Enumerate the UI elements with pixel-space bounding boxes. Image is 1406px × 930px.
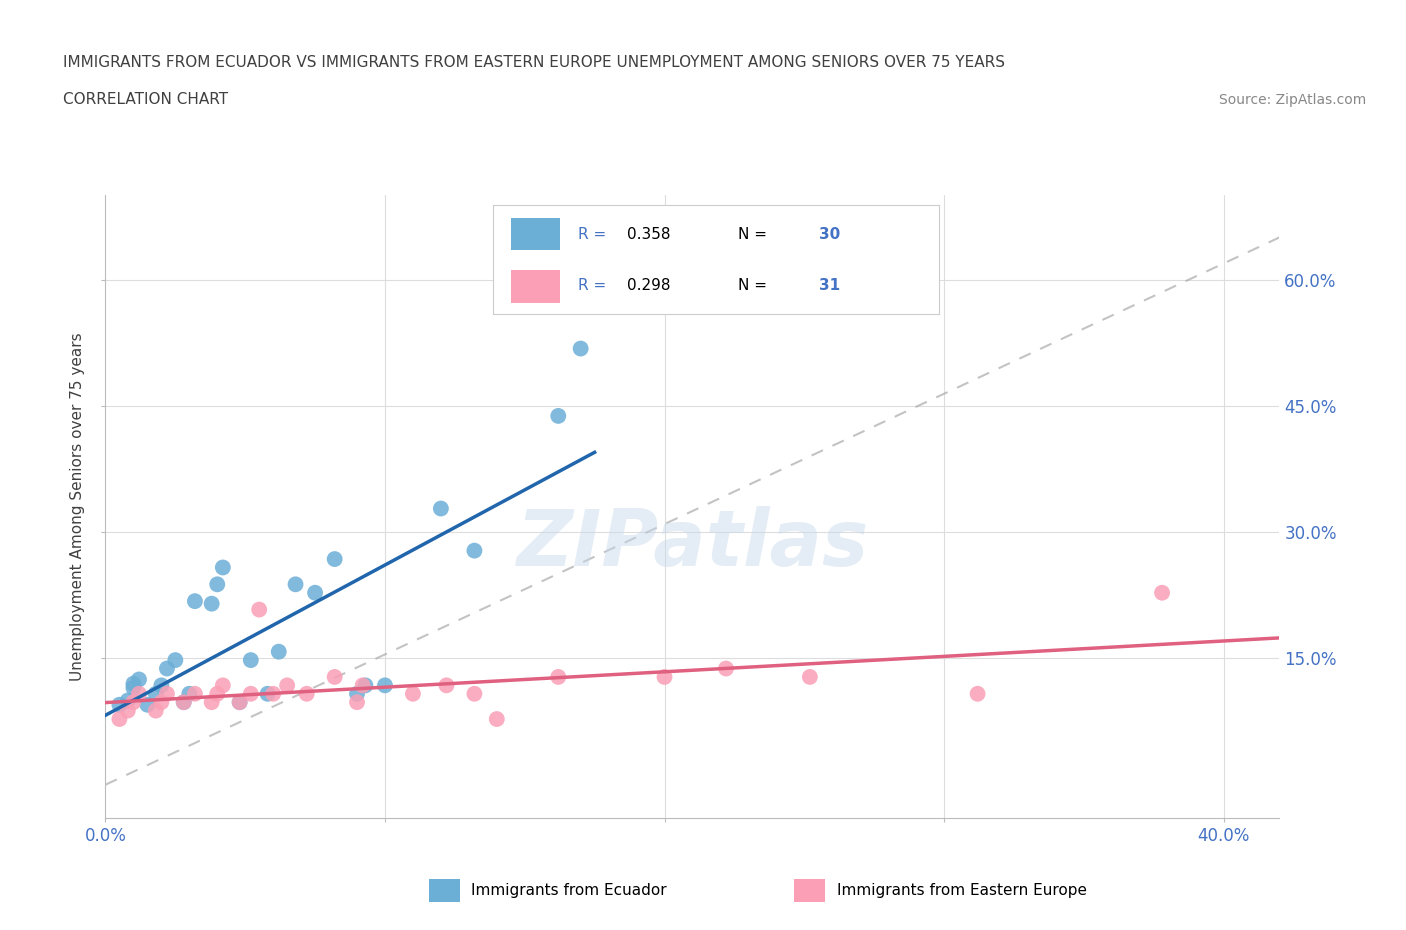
Point xyxy=(304,585,326,600)
Point xyxy=(211,560,233,575)
Point xyxy=(430,501,453,516)
Point xyxy=(211,678,233,693)
Point xyxy=(547,670,569,684)
Point xyxy=(569,341,592,356)
Point xyxy=(179,686,201,701)
Point xyxy=(463,543,485,558)
Point xyxy=(150,678,173,693)
Point xyxy=(799,670,821,684)
Point xyxy=(165,653,187,668)
Point xyxy=(346,695,368,710)
Point xyxy=(966,686,988,701)
Point xyxy=(352,678,374,693)
Point xyxy=(122,676,145,691)
Point xyxy=(276,678,298,693)
Point xyxy=(201,596,224,611)
Point xyxy=(184,593,207,608)
Text: Source: ZipAtlas.com: Source: ZipAtlas.com xyxy=(1219,93,1367,107)
Point xyxy=(156,686,179,701)
Point xyxy=(436,678,458,693)
Point xyxy=(284,577,307,591)
Point xyxy=(207,577,229,591)
Point xyxy=(150,695,173,710)
Point xyxy=(117,703,139,718)
Point xyxy=(323,551,346,566)
Point xyxy=(173,695,195,710)
Y-axis label: Unemployment Among Seniors over 75 years: Unemployment Among Seniors over 75 years xyxy=(70,333,86,681)
Point xyxy=(122,695,145,710)
Point xyxy=(108,698,131,712)
Point xyxy=(323,670,346,684)
Point xyxy=(108,711,131,726)
Point xyxy=(247,602,270,617)
Point xyxy=(156,661,179,676)
Point xyxy=(654,670,676,684)
Point xyxy=(122,681,145,696)
Point xyxy=(145,703,167,718)
Point xyxy=(346,686,368,701)
Point xyxy=(714,661,737,676)
Point xyxy=(1150,585,1173,600)
Point xyxy=(402,686,425,701)
Text: IMMIGRANTS FROM ECUADOR VS IMMIGRANTS FROM EASTERN EUROPE UNEMPLOYMENT AMONG SEN: IMMIGRANTS FROM ECUADOR VS IMMIGRANTS FR… xyxy=(63,55,1005,70)
Point xyxy=(128,672,150,687)
Point xyxy=(207,686,229,701)
Point xyxy=(228,695,250,710)
Point xyxy=(374,678,396,693)
Point xyxy=(117,693,139,708)
Point xyxy=(485,711,508,726)
Point xyxy=(267,644,290,659)
Text: Immigrants from Eastern Europe: Immigrants from Eastern Europe xyxy=(837,883,1087,897)
Text: ZIPatlas: ZIPatlas xyxy=(516,506,869,582)
Point xyxy=(128,686,150,701)
Point xyxy=(547,408,569,423)
Point xyxy=(463,686,485,701)
Point xyxy=(145,686,167,701)
Point xyxy=(136,698,159,712)
Text: CORRELATION CHART: CORRELATION CHART xyxy=(63,92,228,107)
Point xyxy=(239,653,262,668)
Point xyxy=(239,686,262,701)
Point xyxy=(256,686,278,701)
Point xyxy=(354,678,377,693)
Point xyxy=(295,686,318,701)
Point xyxy=(228,695,250,710)
Point xyxy=(173,695,195,710)
Point xyxy=(184,686,207,701)
Text: Immigrants from Ecuador: Immigrants from Ecuador xyxy=(471,883,666,897)
Point xyxy=(262,686,284,701)
Point xyxy=(201,695,224,710)
